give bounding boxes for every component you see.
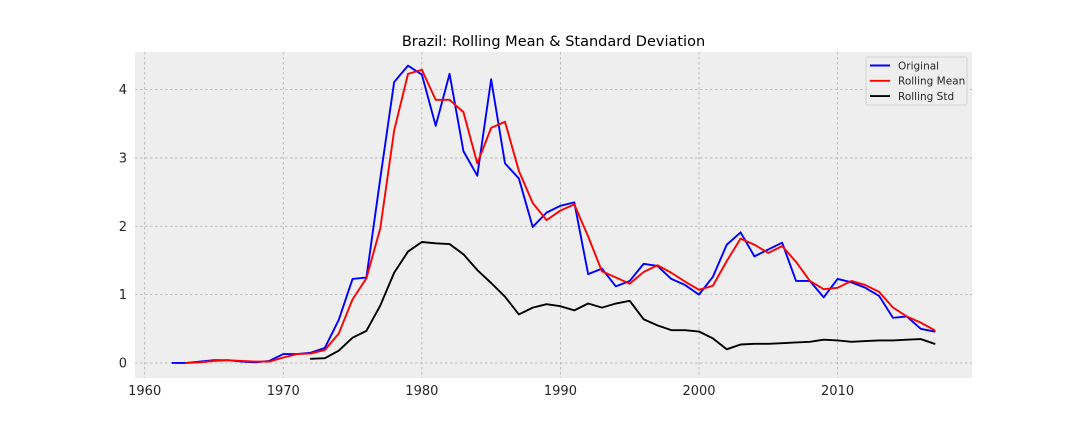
y-tick-label: 4 <box>119 83 127 98</box>
x-tick-label: 1970 <box>267 384 300 399</box>
series-lines <box>171 64 936 364</box>
series-line-1 <box>185 68 936 364</box>
legend-label: Original <box>898 60 939 72</box>
legend-label: Rolling Std <box>898 91 954 103</box>
chart-title: Brazil: Rolling Mean & Standard Deviatio… <box>402 34 705 50</box>
y-tick-label: 3 <box>119 151 127 166</box>
tick-labels: 1960 1970 1980 1990 2000 2010 0 1 2 3 4 <box>119 83 854 399</box>
x-tick-label: 1990 <box>544 384 577 399</box>
legend-label: Rolling Mean <box>898 76 965 88</box>
legend: Original Rolling Mean Rolling Std <box>865 56 968 106</box>
x-tick-label: 2010 <box>821 384 854 399</box>
grid <box>135 52 972 378</box>
y-tick-label: 1 <box>119 288 127 303</box>
x-tick-label: 1980 <box>405 384 438 399</box>
y-tick-label: 2 <box>119 220 127 235</box>
series-line-2 <box>310 241 936 360</box>
legend-box <box>865 56 968 106</box>
x-tick-label: 1960 <box>128 384 161 399</box>
x-tick-label: 2000 <box>682 384 715 399</box>
y-tick-label: 0 <box>119 356 127 371</box>
